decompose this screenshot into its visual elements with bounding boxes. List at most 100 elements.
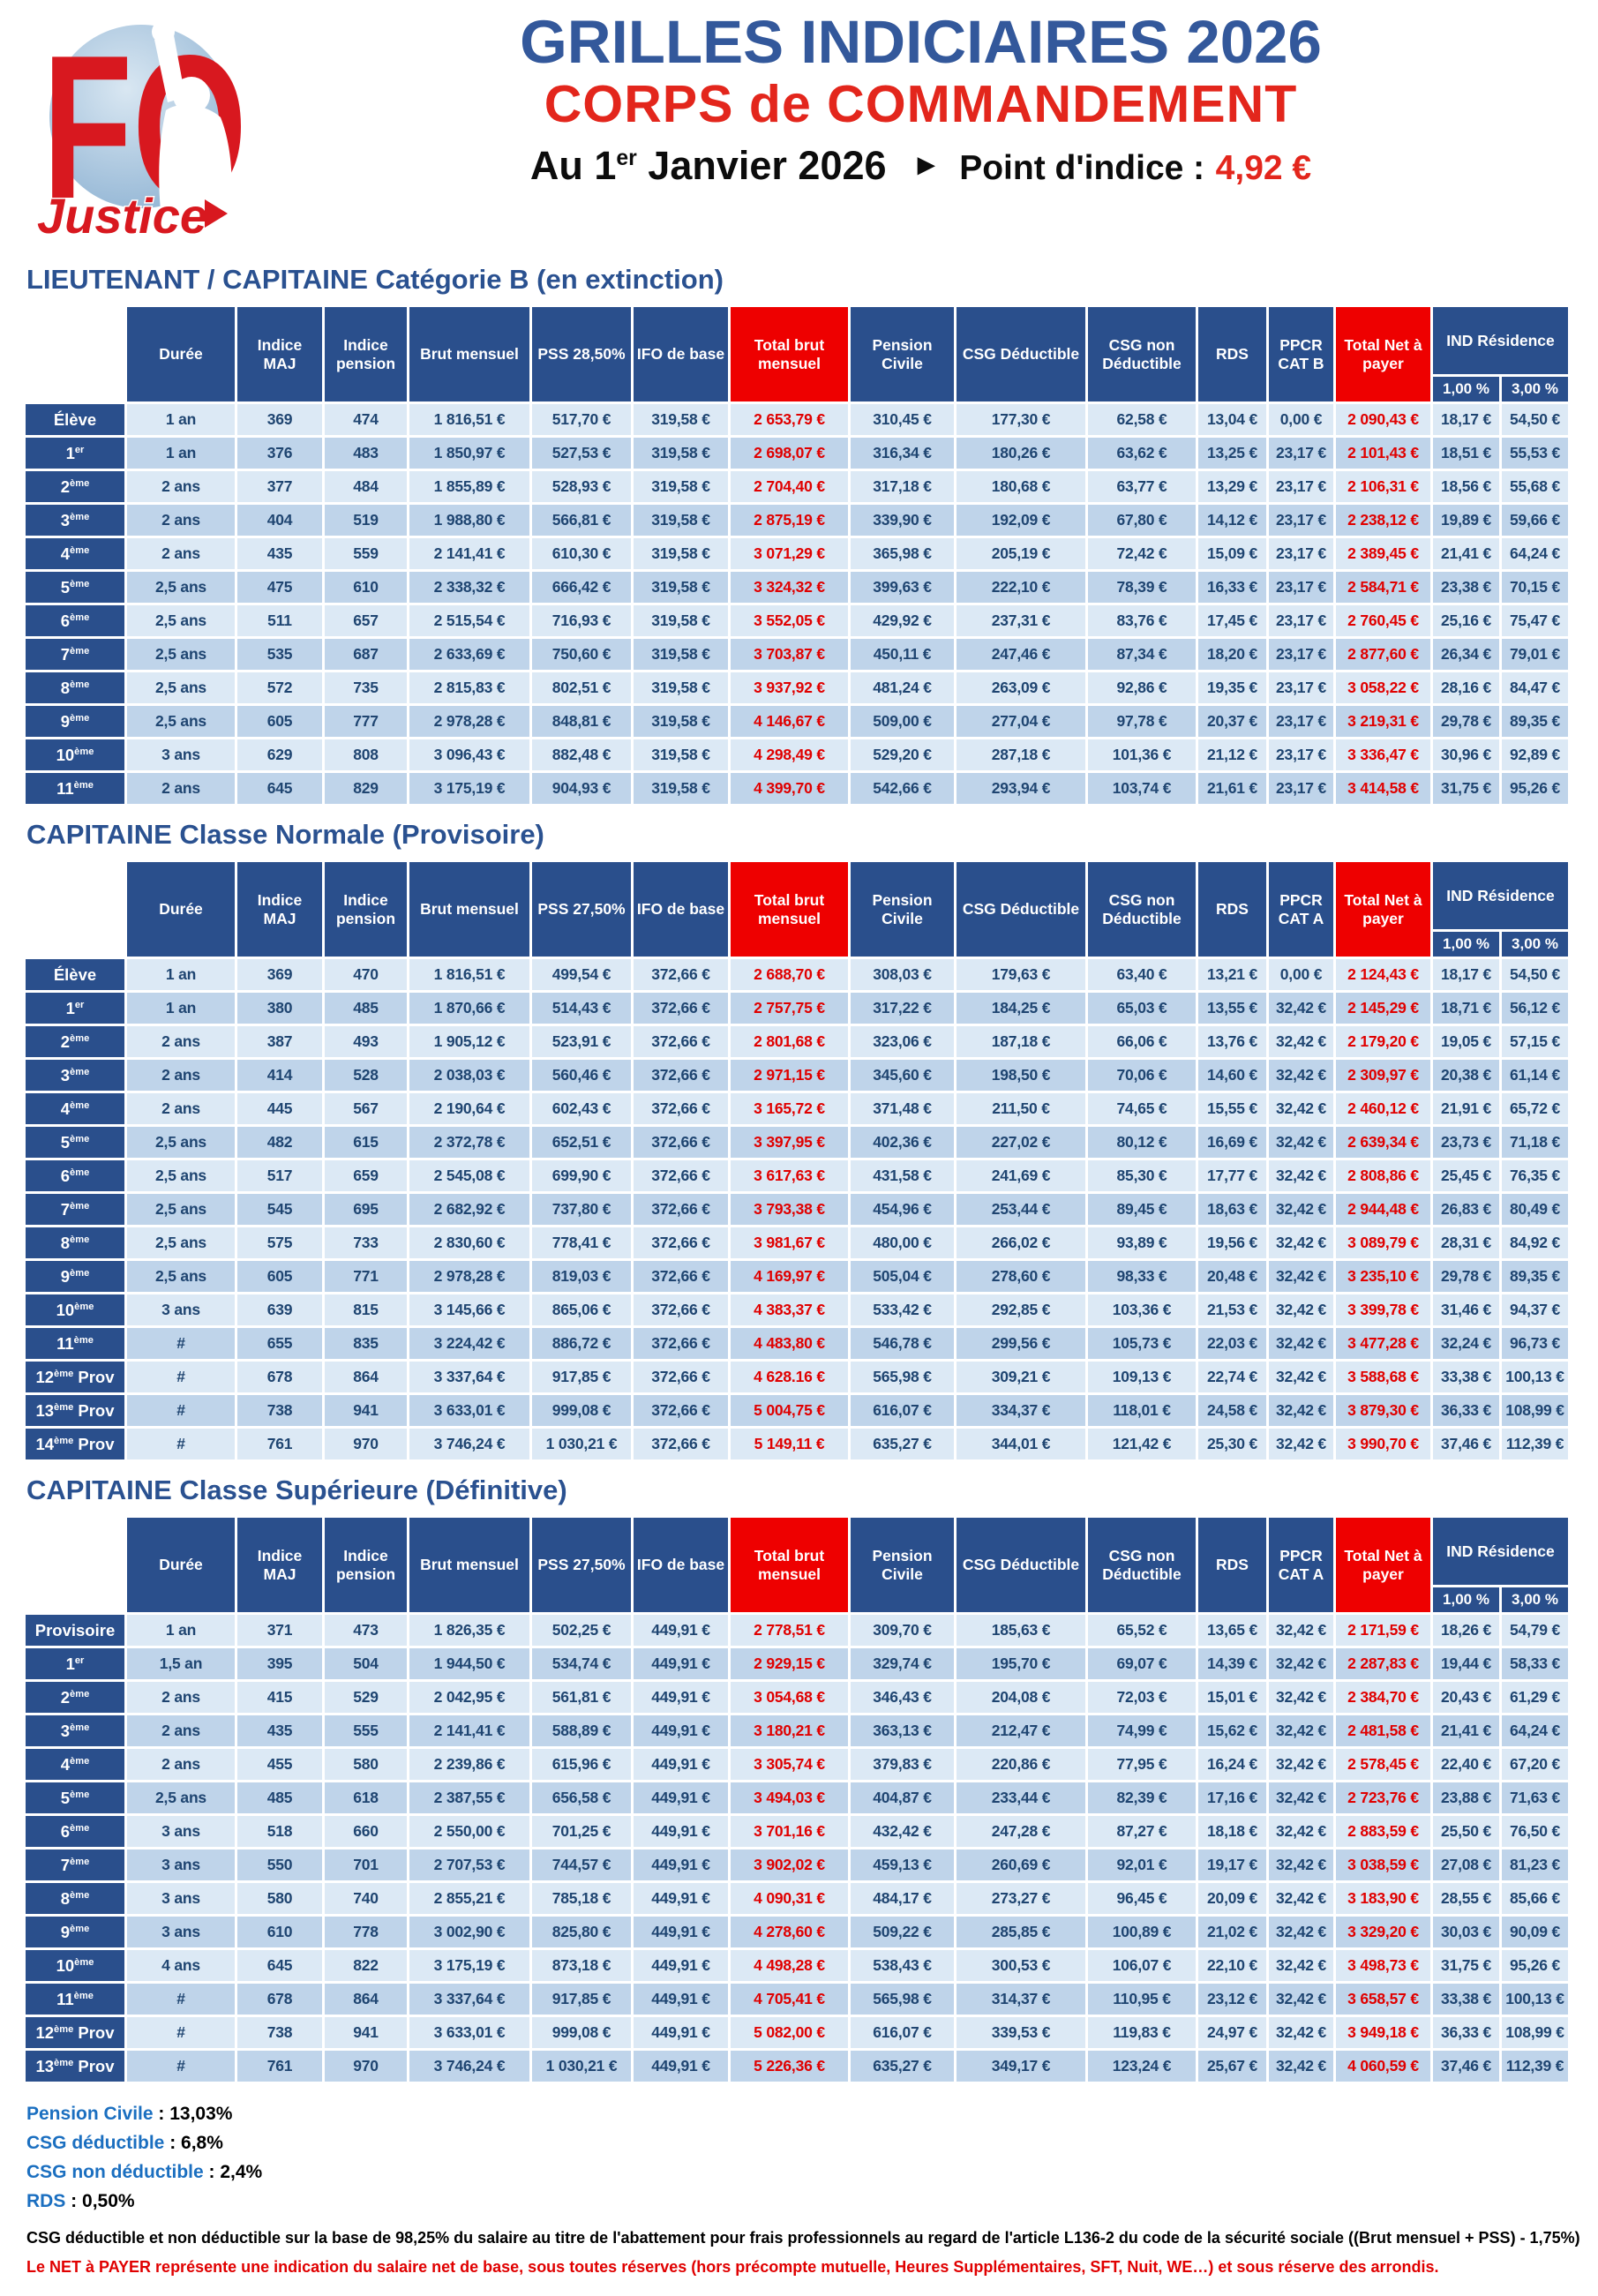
col-header-csg-non-deductible: CSG non Déductible [1085,304,1198,404]
cell-ind-residence-1: 33,38 € [1430,1981,1502,2017]
cell-ind-residence-1: 19,44 € [1430,1646,1502,1682]
cell-total-brut-mensuel: 2 929,15 € [728,1646,851,1682]
cell-ppcr: 32,42 € [1266,1914,1336,1950]
cell-indice-maj: 535 [235,636,325,672]
cell-duree: 2,5 ans [124,703,237,739]
table-row: 10ème 3 ans 629 808 3 096,43 €882,48 €319,58… [23,737,1572,773]
cell-pss: 517,70 € [529,401,634,438]
cell-total-net-a-payer: 2 760,45 € [1333,603,1433,639]
point-indice-value: 4,92 € [1215,149,1312,188]
cell-rds: 20,37 € [1196,703,1269,739]
cell-csg-non-deductible: 106,07 € [1085,1947,1198,1984]
cell-pension-civile: 546,78 € [848,1325,957,1362]
cell-ind-residence-1: 26,83 € [1430,1191,1502,1227]
cell-brut-mensuel: 3 633,01 € [407,2015,532,2051]
cell-indice-maj: 738 [235,2015,325,2051]
cell-ind-residence-3: 100,13 € [1498,1981,1572,2017]
col-header-csg-non-deductible: CSG non Déductible [1085,859,1198,959]
cell-brut-mensuel: 2 633,69 € [407,636,532,672]
cell-ifo-base: 449,91 € [631,1679,731,1715]
cell-ind-residence-3: 112,39 € [1498,1426,1572,1462]
cell-ind-residence-3: 76,35 € [1498,1158,1572,1194]
salary-grid-lieutenant-capitaine: Durée Indice MAJ Indice pension Brut mensue… [23,304,1572,807]
cell-brut-mensuel: 1 816,51 € [407,401,532,438]
cell-total-net-a-payer: 3 058,22 € [1333,670,1433,706]
cell-csg-deductible: 233,44 € [954,1780,1088,1816]
cell-pension-civile: 616,07 € [848,1392,957,1429]
cell-ind-residence-3: 54,50 € [1498,957,1572,993]
cell-indice-pension: 529 [322,1679,409,1715]
cell-ind-residence-1: 18,17 € [1430,401,1502,438]
cell-pension-civile: 484,17 € [848,1880,957,1917]
cell-ind-residence-1: 18,51 € [1430,435,1502,471]
cell-duree: 2,5 ans [124,1780,237,1816]
cell-duree: 3 ans [124,1813,237,1850]
cell-pss: 802,51 € [529,670,634,706]
cell-ind-residence-1: 33,38 € [1430,1359,1502,1395]
row-label-echelon: 3ème [23,1057,127,1093]
cell-total-brut-mensuel: 5 082,00 € [728,2015,851,2051]
cell-indice-maj: 639 [235,1292,325,1328]
col-header-ppcr: PPCR CAT A [1266,1515,1336,1615]
cell-indice-pension: 822 [322,1947,409,1984]
cell-ifo-base: 319,58 € [631,670,731,706]
row-label-echelon: 2ème [23,1024,127,1060]
col-header-pension-civile: Pension Civile [848,304,957,404]
cell-ind-residence-1: 23,88 € [1430,1780,1502,1816]
cell-indice-maj: 545 [235,1191,325,1227]
table-row: 3ème 2 ans 414 528 2 038,03 €560,46 €372,66 … [23,1057,1572,1093]
cell-brut-mensuel: 2 190,64 € [407,1091,532,1127]
cell-ifo-base: 449,91 € [631,1914,731,1950]
cell-brut-mensuel: 2 978,28 € [407,1258,532,1294]
cell-total-net-a-payer: 2 309,97 € [1333,1057,1433,1093]
row-label-echelon: 5ème [23,569,127,605]
cell-rds: 18,63 € [1196,1191,1269,1227]
cell-pss: 1 030,21 € [529,2048,634,2084]
cell-total-brut-mensuel: 2 971,15 € [728,1057,851,1093]
cell-rds: 21,02 € [1196,1914,1269,1950]
cell-brut-mensuel: 3 746,24 € [407,1426,532,1462]
cell-indice-maj: 376 [235,435,325,471]
net-a-payer-disclaimer: Le NET à PAYER représente une indication… [26,2257,1439,2276]
cell-ind-residence-1: 28,55 € [1430,1880,1502,1917]
cell-indice-pension: 864 [322,1981,409,2017]
cell-total-net-a-payer: 2 639,34 € [1333,1124,1433,1160]
cell-ifo-base: 449,91 € [631,1813,731,1850]
cell-total-brut-mensuel: 3 397,95 € [728,1124,851,1160]
cell-indice-pension: 484 [322,469,409,505]
cell-total-net-a-payer: 3 477,28 € [1333,1325,1433,1362]
cell-indice-maj: 435 [235,1713,325,1749]
cell-total-brut-mensuel: 5 226,36 € [728,2048,851,2084]
cell-total-net-a-payer: 2 106,31 € [1333,469,1433,505]
cell-indice-maj: 580 [235,1880,325,1917]
cell-ppcr: 23,17 € [1266,435,1336,471]
cell-ind-residence-3: 81,23 € [1498,1847,1572,1883]
cell-indice-pension: 771 [322,1258,409,1294]
cell-total-brut-mensuel: 3 552,05 € [728,603,851,639]
salary-grid-capitaine-classe-normale: Durée Indice MAJ Indice pension Brut mensue… [23,859,1572,1462]
col-header-pension-civile: Pension Civile [848,859,957,959]
cell-brut-mensuel: 3 175,19 € [407,1947,532,1984]
cell-ind-residence-3: 71,63 € [1498,1780,1572,1816]
cell-ifo-base: 319,58 € [631,703,731,739]
col-subheader-ind-residence-1: 1,00 % [1430,929,1502,959]
cell-duree: 3 ans [124,1292,237,1328]
cell-ppcr: 23,17 € [1266,502,1336,538]
cell-ifo-base: 319,58 € [631,737,731,773]
cell-csg-non-deductible: 77,95 € [1085,1746,1198,1782]
cell-pss: 750,60 € [529,636,634,672]
cell-total-brut-mensuel: 4 483,80 € [728,1325,851,1362]
cell-duree: 2 ans [124,469,237,505]
cell-indice-pension: 504 [322,1646,409,1682]
cell-csg-non-deductible: 89,45 € [1085,1191,1198,1227]
cell-pension-civile: 316,34 € [848,435,957,471]
cell-pension-civile: 404,87 € [848,1780,957,1816]
table-section-capitaine-classe-normale: CAPITAINE Classe Normale (Provisoire) Du… [16,819,1582,1462]
cell-ppcr: 32,42 € [1266,1292,1336,1328]
col-header-rds: RDS [1196,1515,1269,1615]
cell-total-brut-mensuel: 3 701,16 € [728,1813,851,1850]
cell-duree: # [124,1325,237,1362]
cell-ifo-base: 449,91 € [631,1880,731,1917]
row-label-echelon: 10ème [23,1947,127,1984]
cell-indice-pension: 610 [322,569,409,605]
